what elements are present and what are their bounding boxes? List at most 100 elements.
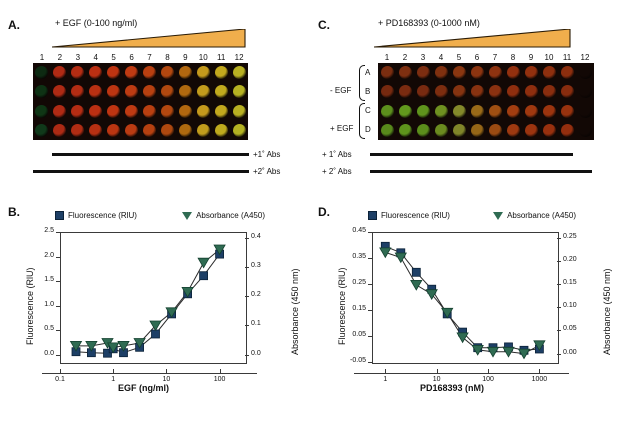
plate-well <box>542 123 556 137</box>
plate-well <box>125 104 139 118</box>
y-tick-mark <box>56 305 60 307</box>
plate-well <box>142 123 156 137</box>
y-tick-mark <box>368 310 372 311</box>
y-tick-label: 0.5 <box>44 325 54 333</box>
x-tick-label: 10 <box>432 376 441 383</box>
plate-well <box>542 85 556 99</box>
plate-well <box>488 85 502 99</box>
column-number-10: 10 <box>544 53 554 62</box>
panel-a-letter: A. <box>8 18 20 32</box>
panel-b-letter: B. <box>8 205 20 219</box>
plate-well <box>35 66 49 80</box>
plate-well <box>53 85 67 99</box>
x-tick-label: 1 <box>111 376 116 383</box>
column-number-1: 1 <box>384 53 390 62</box>
y2-tick-mark <box>557 330 561 332</box>
legend-item-absorbance: Absorbance (A450) <box>182 211 265 220</box>
panel-d-y-axis-label: Fluorescence (RlU) <box>337 267 347 345</box>
plate-well <box>380 123 394 137</box>
plate-well <box>380 104 394 118</box>
plate-well <box>178 104 192 118</box>
plate-well <box>452 85 466 99</box>
row-label-a: A <box>365 68 371 77</box>
panel-d-letter: D. <box>318 205 330 219</box>
data-point-square <box>103 348 112 358</box>
plate-well <box>560 123 574 137</box>
plate-well <box>380 85 394 99</box>
column-number-3: 3 <box>420 53 426 62</box>
plate-well <box>416 123 430 137</box>
y-tick-mark <box>368 336 372 337</box>
plate-well <box>488 123 502 137</box>
panel-c-row-labels: - EGF + EGF A B C D <box>330 63 378 140</box>
plate-well <box>232 104 246 118</box>
panel-a-abs-row-2: +2˚ Abs <box>33 167 280 176</box>
column-number-2: 2 <box>402 53 408 62</box>
plate-well <box>53 104 67 118</box>
plate-well <box>434 104 448 118</box>
data-point-triangle <box>486 346 500 358</box>
panel-b-legend: Fluorescence (RlU) Absorbance (A450) <box>55 211 265 220</box>
column-number-9: 9 <box>528 53 534 62</box>
data-point-triangle <box>502 346 515 358</box>
plate-well <box>196 104 210 118</box>
abs-bar <box>370 153 573 156</box>
legend-label: Fluorescence (RlU) <box>381 211 450 220</box>
column-number-3: 3 <box>75 53 81 62</box>
y2-tick-label: 0.0 <box>251 349 261 357</box>
data-point-triangle <box>517 348 531 360</box>
y-tick-mark <box>56 354 60 356</box>
plate-well <box>214 123 228 137</box>
plate-well <box>232 85 246 99</box>
y2-tick-label: 0.10 <box>563 302 577 310</box>
abs-bar <box>33 170 249 173</box>
plate-well <box>434 66 448 80</box>
y2-tick-mark <box>557 284 561 285</box>
legend-item-absorbance: Absorbance (A450) <box>493 211 576 220</box>
y-tick-label: 1.5 <box>44 276 54 284</box>
abs-label: + 1˚ Abs <box>322 150 352 159</box>
plate-well <box>524 123 538 137</box>
plate-well <box>398 66 412 80</box>
plate-well <box>89 85 103 99</box>
data-point-triangle <box>117 341 130 352</box>
data-point-square <box>411 267 421 277</box>
y2-tick-mark <box>557 260 561 262</box>
plate-well <box>178 66 192 80</box>
legend-label: Fluorescence (RlU) <box>68 211 137 220</box>
square-marker-icon <box>55 211 64 220</box>
x-tick-label: 1000 <box>531 376 548 383</box>
column-number-5: 5 <box>456 53 462 62</box>
y2-tick-mark <box>557 307 561 309</box>
row-label-d: D <box>365 125 371 134</box>
plate-well <box>178 85 192 99</box>
column-number-4: 4 <box>438 53 444 62</box>
data-point-triangle <box>533 340 546 352</box>
panel-b-y-axis-label: Fluorescence (RlU) <box>25 267 35 345</box>
plate-well <box>506 104 520 118</box>
y-tick-mark <box>368 232 372 233</box>
y-tick-mark <box>56 281 60 283</box>
panel-c-wedge-title: + PD168393 (0-1000 nM) <box>378 18 480 28</box>
abs-label: +2˚ Abs <box>253 167 281 176</box>
row-label-b: B <box>365 87 371 96</box>
data-point-triangle <box>394 252 407 264</box>
column-number-12: 12 <box>234 53 244 62</box>
panel-a-plate-image <box>33 63 248 140</box>
x-tick-mark <box>60 369 61 373</box>
plate-well <box>506 66 520 80</box>
x-tick-label: 0.1 <box>55 376 65 383</box>
plate-well <box>53 66 67 80</box>
data-point-triangle <box>379 247 392 259</box>
y2-tick-mark <box>245 325 249 327</box>
data-point-triangle <box>471 345 484 356</box>
panel-b-y2-axis-label: Absorbance (450 nm) <box>290 268 300 355</box>
y-tick-label: -0.05 <box>350 357 366 364</box>
abs-bar <box>52 153 249 156</box>
x-tick-mark <box>436 369 438 373</box>
column-number-12: 12 <box>580 53 590 62</box>
panel-c-gradient-wedge <box>374 29 574 48</box>
x-axis-line <box>354 373 569 374</box>
y2-tick-mark <box>245 354 249 356</box>
y-tick-label: 2.0 <box>44 251 54 259</box>
